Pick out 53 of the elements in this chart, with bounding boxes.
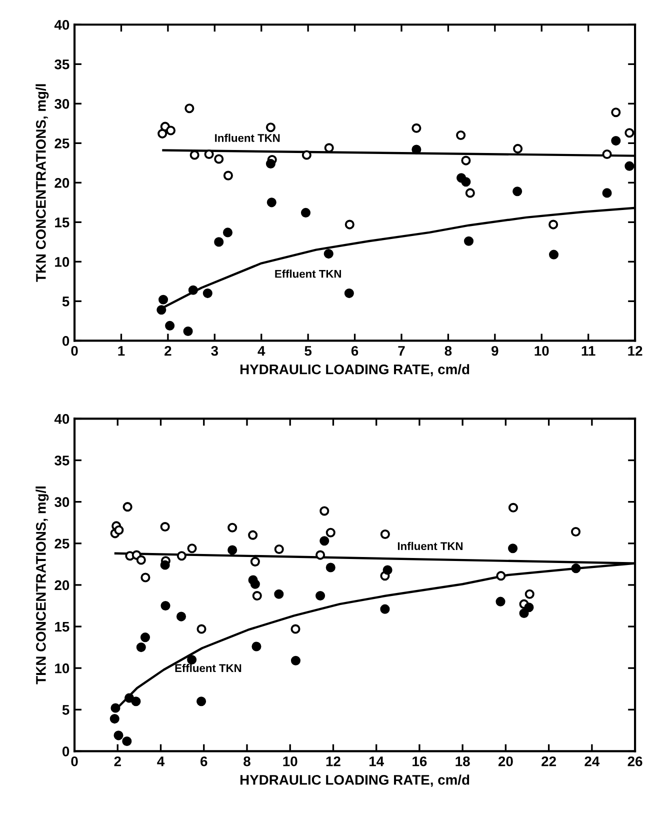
x-tick-label: 22: [542, 756, 556, 766]
y-tick-label: 35: [54, 59, 70, 70]
x-tick-label: 12: [628, 346, 642, 356]
x-tick-label: 8: [444, 346, 452, 356]
x-tick-label: 7: [398, 346, 405, 356]
x-tick-label: 26: [628, 756, 642, 766]
annotation: Effluent TKN: [175, 664, 242, 672]
y-tick-label: 30: [54, 98, 70, 109]
x-tick-label: 11: [582, 346, 596, 356]
y-axis-title: TKN CONCENTRATIONS, mg/l: [36, 486, 49, 684]
y-tick-label: 10: [55, 257, 70, 267]
y-tick-label: 35: [54, 456, 70, 466]
y-tick-label: 15: [55, 622, 70, 632]
y-tick-label: 40: [54, 20, 70, 30]
x-tick-label: 10: [283, 756, 298, 766]
y-tick-label: 40: [54, 414, 70, 424]
y-tick-label: 0: [62, 746, 70, 756]
x-tick-label: 2: [114, 756, 121, 766]
x-tick-label: 3: [211, 346, 218, 356]
y-tick-label: 5: [62, 705, 70, 715]
x-tick-label: 14: [369, 756, 384, 766]
y-tick-label: 25: [54, 538, 70, 549]
y-axis-title: TKN CONCENTRATIONS, mg/l: [36, 84, 49, 282]
y-tick-label: 30: [54, 497, 70, 508]
y-tick-label: 20: [54, 580, 70, 590]
x-tick-label: 9: [492, 346, 498, 356]
x-axis-title: HYDRAULIC LOADING RATE, cm/d: [240, 774, 470, 787]
annotation: Influent TKN: [398, 542, 463, 550]
x-tick-label: 12: [326, 756, 340, 766]
x-tick-label: 10: [534, 346, 549, 356]
y-tick-label: 10: [55, 663, 70, 674]
y-tick-label: 0: [62, 336, 70, 346]
x-tick-label: 16: [412, 756, 427, 766]
x-tick-label: 0: [71, 756, 78, 766]
annotation: Effluent TKN: [275, 270, 341, 278]
y-tick-label: 25: [54, 138, 70, 148]
x-tick-label: 24: [584, 756, 600, 766]
x-tick-label: 1: [118, 346, 125, 356]
x-tick-label: 5: [304, 346, 312, 356]
x-tick-label: 18: [456, 756, 470, 766]
y-tick-label: 5: [62, 296, 70, 306]
x-tick-label: 8: [244, 756, 250, 766]
y-tick-label: 15: [55, 218, 70, 228]
x-tick-label: 6: [200, 756, 208, 766]
y-tick-label: 20: [54, 178, 70, 188]
annotation: Influent TKN: [215, 134, 280, 142]
x-tick-label: 4: [258, 346, 266, 356]
x-tick-label: 4: [157, 756, 165, 766]
x-tick-label: 20: [498, 756, 513, 766]
x-tick-label: 6: [351, 346, 358, 356]
x-tick-label: 0: [71, 346, 78, 356]
x-axis-title: HYDRAULIC LOADING RATE, cm/d: [240, 364, 470, 376]
x-tick-label: 2: [164, 346, 172, 356]
